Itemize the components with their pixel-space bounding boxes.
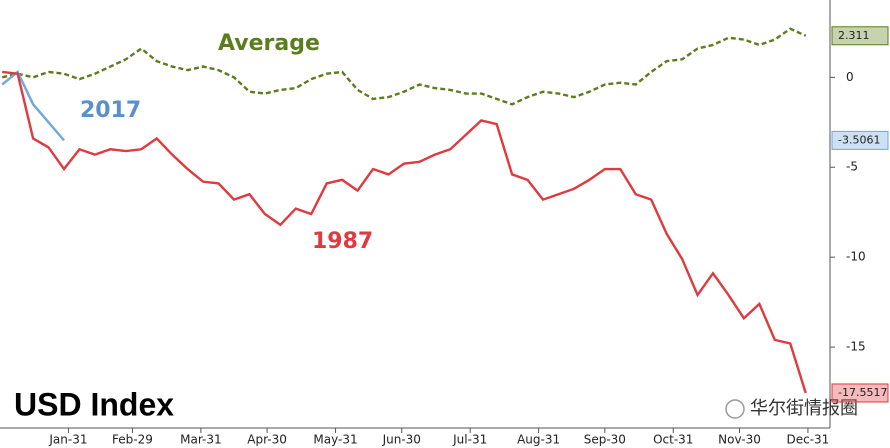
y-tick-label: -10	[846, 250, 866, 264]
x-tick-label: Jan-31	[48, 433, 87, 447]
y-tick-label: 0	[846, 70, 854, 84]
x-tick-label: May-31	[313, 433, 357, 447]
series-label: Average	[218, 31, 320, 56]
x-tick-label: Apr-30	[247, 433, 287, 447]
series-line	[1, 27, 807, 106]
series-label: 1987	[312, 229, 373, 254]
value-tag-label: 2.311	[838, 29, 870, 42]
x-tick-label: Nov-30	[718, 433, 761, 447]
x-tick-label: Mar-31	[180, 433, 221, 447]
x-tick-label: Feb-29	[112, 433, 153, 447]
y-tick-label: -15	[846, 340, 866, 354]
x-tick-label: Oct-31	[653, 433, 693, 447]
value-tag	[831, 383, 889, 403]
value-tag-label: -17.5517	[838, 386, 887, 399]
x-tick-label: Jun-30	[382, 433, 421, 447]
y-tick-label: -5	[846, 160, 858, 174]
value-tag	[831, 26, 889, 46]
series-line	[2, 70, 807, 394]
watermark: 华尔街情报圈	[750, 398, 858, 419]
value-tag-label: -3.5061	[838, 133, 880, 146]
chart-title: USD Index	[14, 386, 174, 422]
x-tick-label: Aug-31	[517, 433, 560, 447]
value-tag	[831, 130, 889, 150]
x-tick-label: Sep-30	[584, 433, 626, 447]
x-tick-label: Jul-31	[452, 433, 487, 447]
watermark-icon	[725, 399, 745, 419]
series-label: 2017	[80, 98, 141, 123]
series-line	[1, 70, 65, 142]
x-tick-label: Dec-31	[787, 433, 830, 447]
